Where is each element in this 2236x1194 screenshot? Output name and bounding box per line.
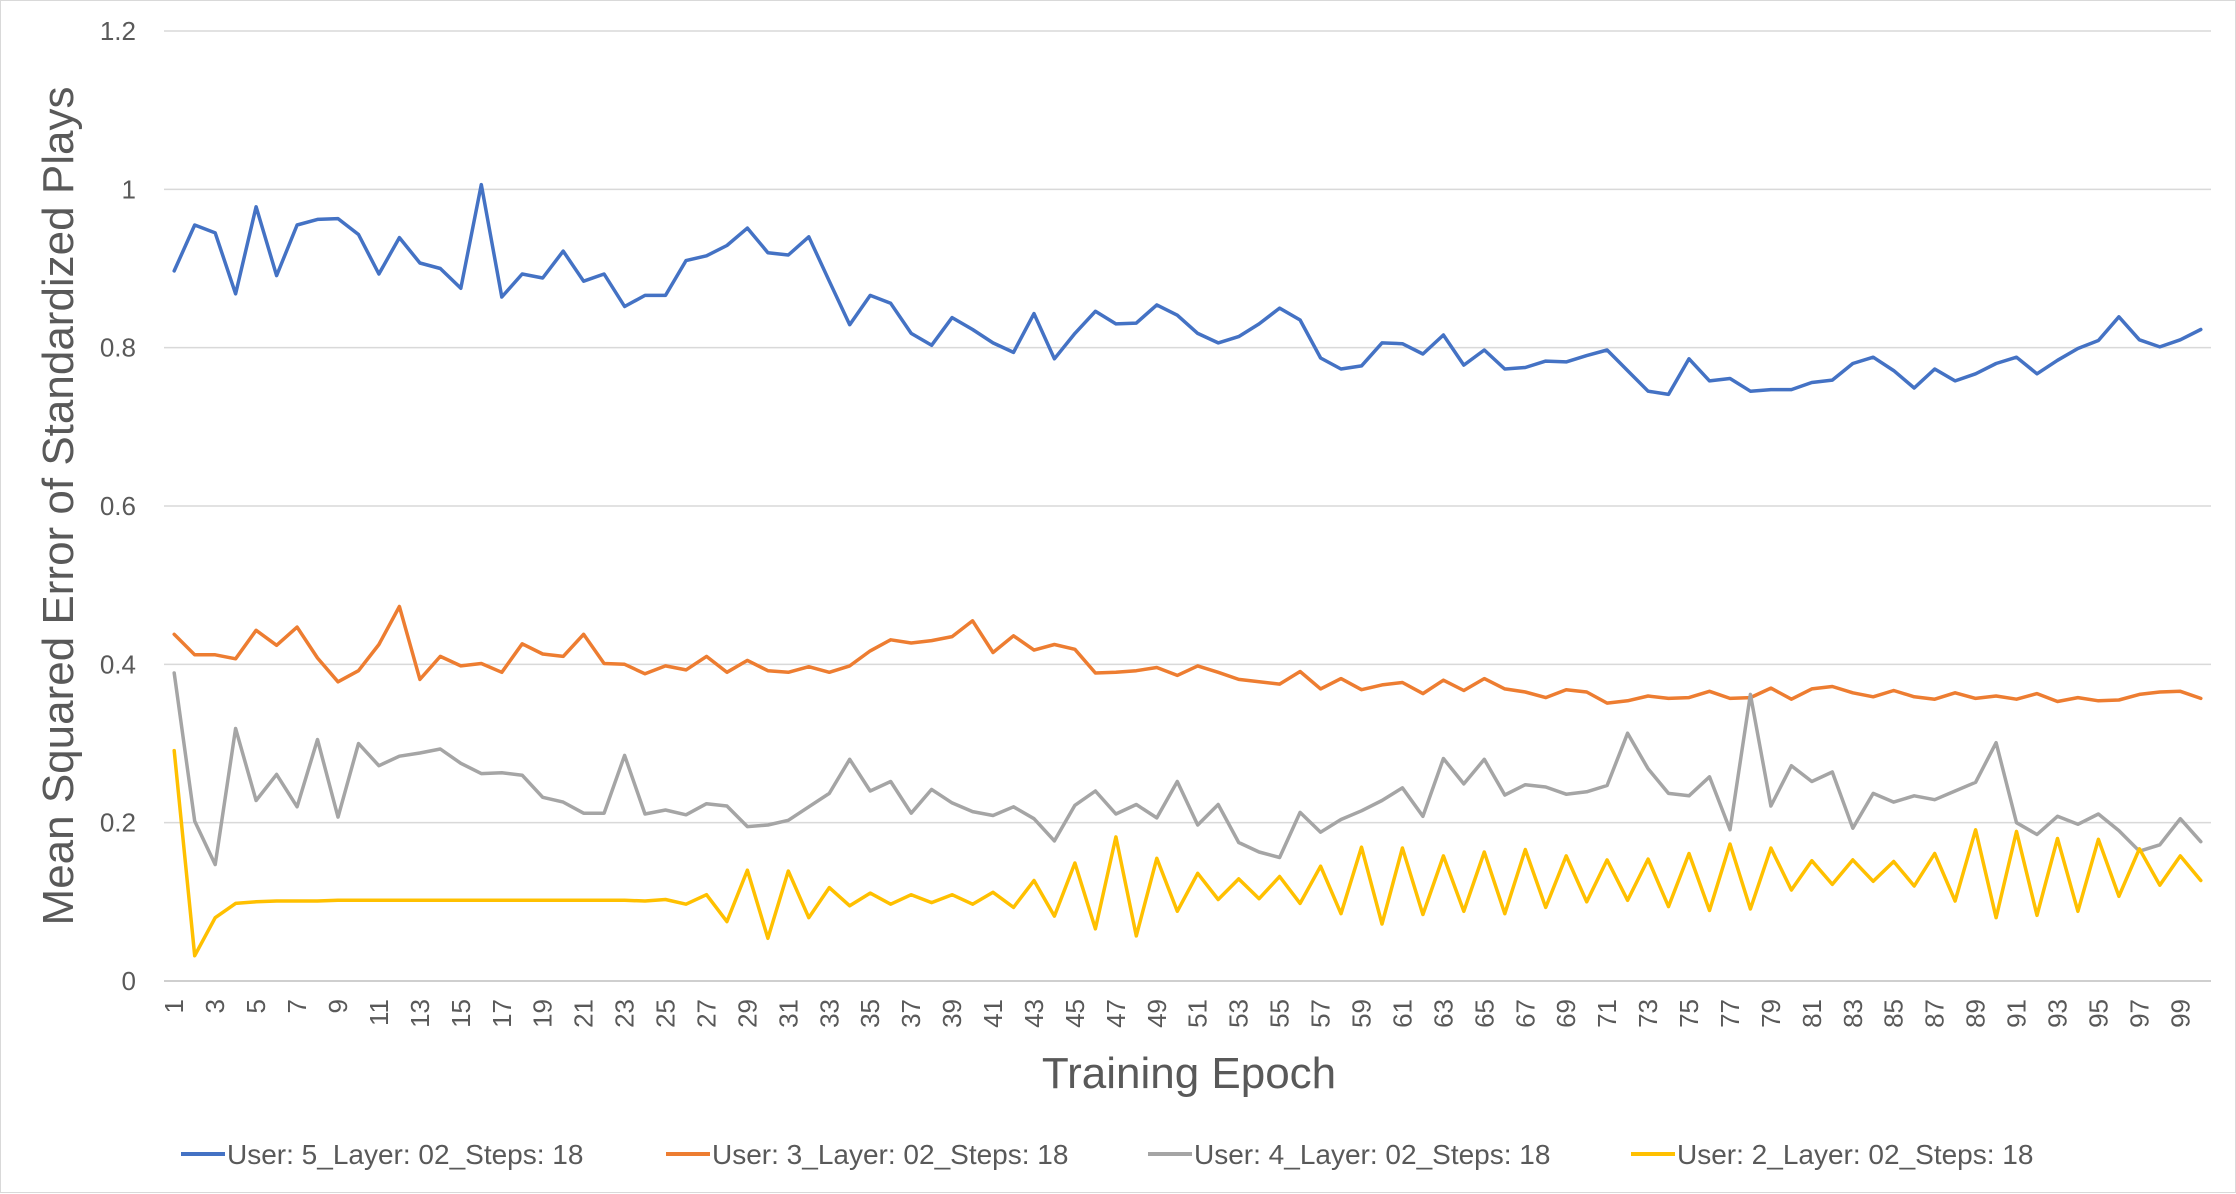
x-axis-title: Training Epoch [1042, 1049, 1336, 1098]
x-tick-label: 13 [405, 999, 435, 1028]
x-tick-label: 17 [487, 999, 517, 1028]
x-tick-label: 35 [855, 999, 885, 1028]
x-tick-label: 91 [2002, 999, 2032, 1028]
x-tick-label: 39 [937, 999, 967, 1028]
x-tick-label: 93 [2042, 999, 2072, 1028]
x-tick-label: 19 [528, 999, 558, 1028]
gridlines [164, 30, 2211, 982]
x-tick-label: 9 [323, 999, 353, 1013]
x-tick-label: 83 [1838, 999, 1868, 1028]
x-tick-label: 67 [1510, 999, 1540, 1028]
x-tick-label: 63 [1428, 999, 1458, 1028]
y-tick-label: 0 [122, 966, 136, 996]
x-tick-label: 33 [814, 999, 844, 1028]
x-tick-label: 51 [1183, 999, 1213, 1028]
y-tick-label: 0.6 [100, 491, 136, 521]
x-tick-label: 79 [1756, 999, 1786, 1028]
x-tick-label: 31 [773, 999, 803, 1028]
x-tick-label: 41 [978, 999, 1008, 1028]
x-tick-label: 37 [896, 999, 926, 1028]
x-tick-label: 45 [1060, 999, 1090, 1028]
series-line-3 [172, 671, 2203, 867]
x-tick-label: 15 [446, 999, 476, 1028]
x-tick-label: 81 [1797, 999, 1827, 1028]
x-tick-label: 77 [1715, 999, 1745, 1028]
x-tick-label: 73 [1633, 999, 1663, 1028]
y-axis-ticks: 0 0.2 0.4 0.6 0.8 1 1.2 [100, 16, 136, 996]
x-tick-label: 1 [159, 999, 189, 1013]
x-tick-label: 21 [569, 999, 599, 1028]
x-tick-label: 47 [1101, 999, 1131, 1028]
x-tick-label: 69 [1551, 999, 1581, 1028]
y-tick-label: 1 [122, 174, 136, 204]
x-tick-label: 23 [610, 999, 640, 1028]
y-tick-label: 0.8 [100, 333, 136, 363]
x-tick-label: 99 [2165, 999, 2195, 1028]
x-tick-label: 61 [1387, 999, 1417, 1028]
x-tick-label: 59 [1346, 999, 1376, 1028]
y-tick-label: 0.4 [100, 649, 136, 679]
x-tick-label: 57 [1306, 999, 1336, 1028]
x-tick-label: 87 [1920, 999, 1950, 1028]
x-axis-ticks: 1 3 5 7 9 11 13 15 17 19 21 23 25 27 29 31 33 35 37 39 41 43 4… [159, 999, 2195, 1028]
x-tick-label: 85 [1879, 999, 1909, 1028]
y-tick-label: 1.2 [100, 16, 136, 46]
x-tick-label: 53 [1224, 999, 1254, 1028]
legend-label: User: 4_Layer: 02_Steps: 18 [1194, 1139, 1550, 1170]
y-axis-title: Mean Squared Error of Standardized Plays [34, 87, 83, 926]
x-tick-label: 71 [1592, 999, 1622, 1028]
x-tick-label: 29 [732, 999, 762, 1028]
series-line-4 [172, 748, 2203, 958]
series-line-2 [172, 604, 2203, 705]
x-tick-label: 49 [1142, 999, 1172, 1028]
series-line-1 [172, 182, 2203, 397]
x-tick-label: 65 [1469, 999, 1499, 1028]
x-tick-label: 3 [200, 999, 230, 1013]
legend: User: 5_Layer: 02_Steps: 18 User: 3_Layer… [181, 1139, 2033, 1170]
x-tick-label: 11 [364, 999, 394, 1026]
x-tick-label: 7 [282, 999, 312, 1013]
x-tick-label: 25 [651, 999, 681, 1028]
x-tick-label: 43 [1019, 999, 1049, 1028]
x-tick-label: 55 [1265, 999, 1295, 1028]
legend-label: User: 3_Layer: 02_Steps: 18 [712, 1139, 1068, 1170]
legend-label: User: 5_Layer: 02_Steps: 18 [227, 1139, 583, 1170]
x-tick-label: 27 [691, 999, 721, 1028]
x-tick-label: 89 [1961, 999, 1991, 1028]
x-tick-label: 5 [241, 999, 271, 1013]
y-tick-label: 0.2 [100, 808, 136, 838]
x-tick-label: 95 [2083, 999, 2113, 1028]
x-tick-label: 75 [1674, 999, 1704, 1028]
legend-label: User: 2_Layer: 02_Steps: 18 [1677, 1139, 2033, 1170]
series-lines [172, 182, 2203, 958]
x-tick-label: 97 [2124, 999, 2154, 1028]
